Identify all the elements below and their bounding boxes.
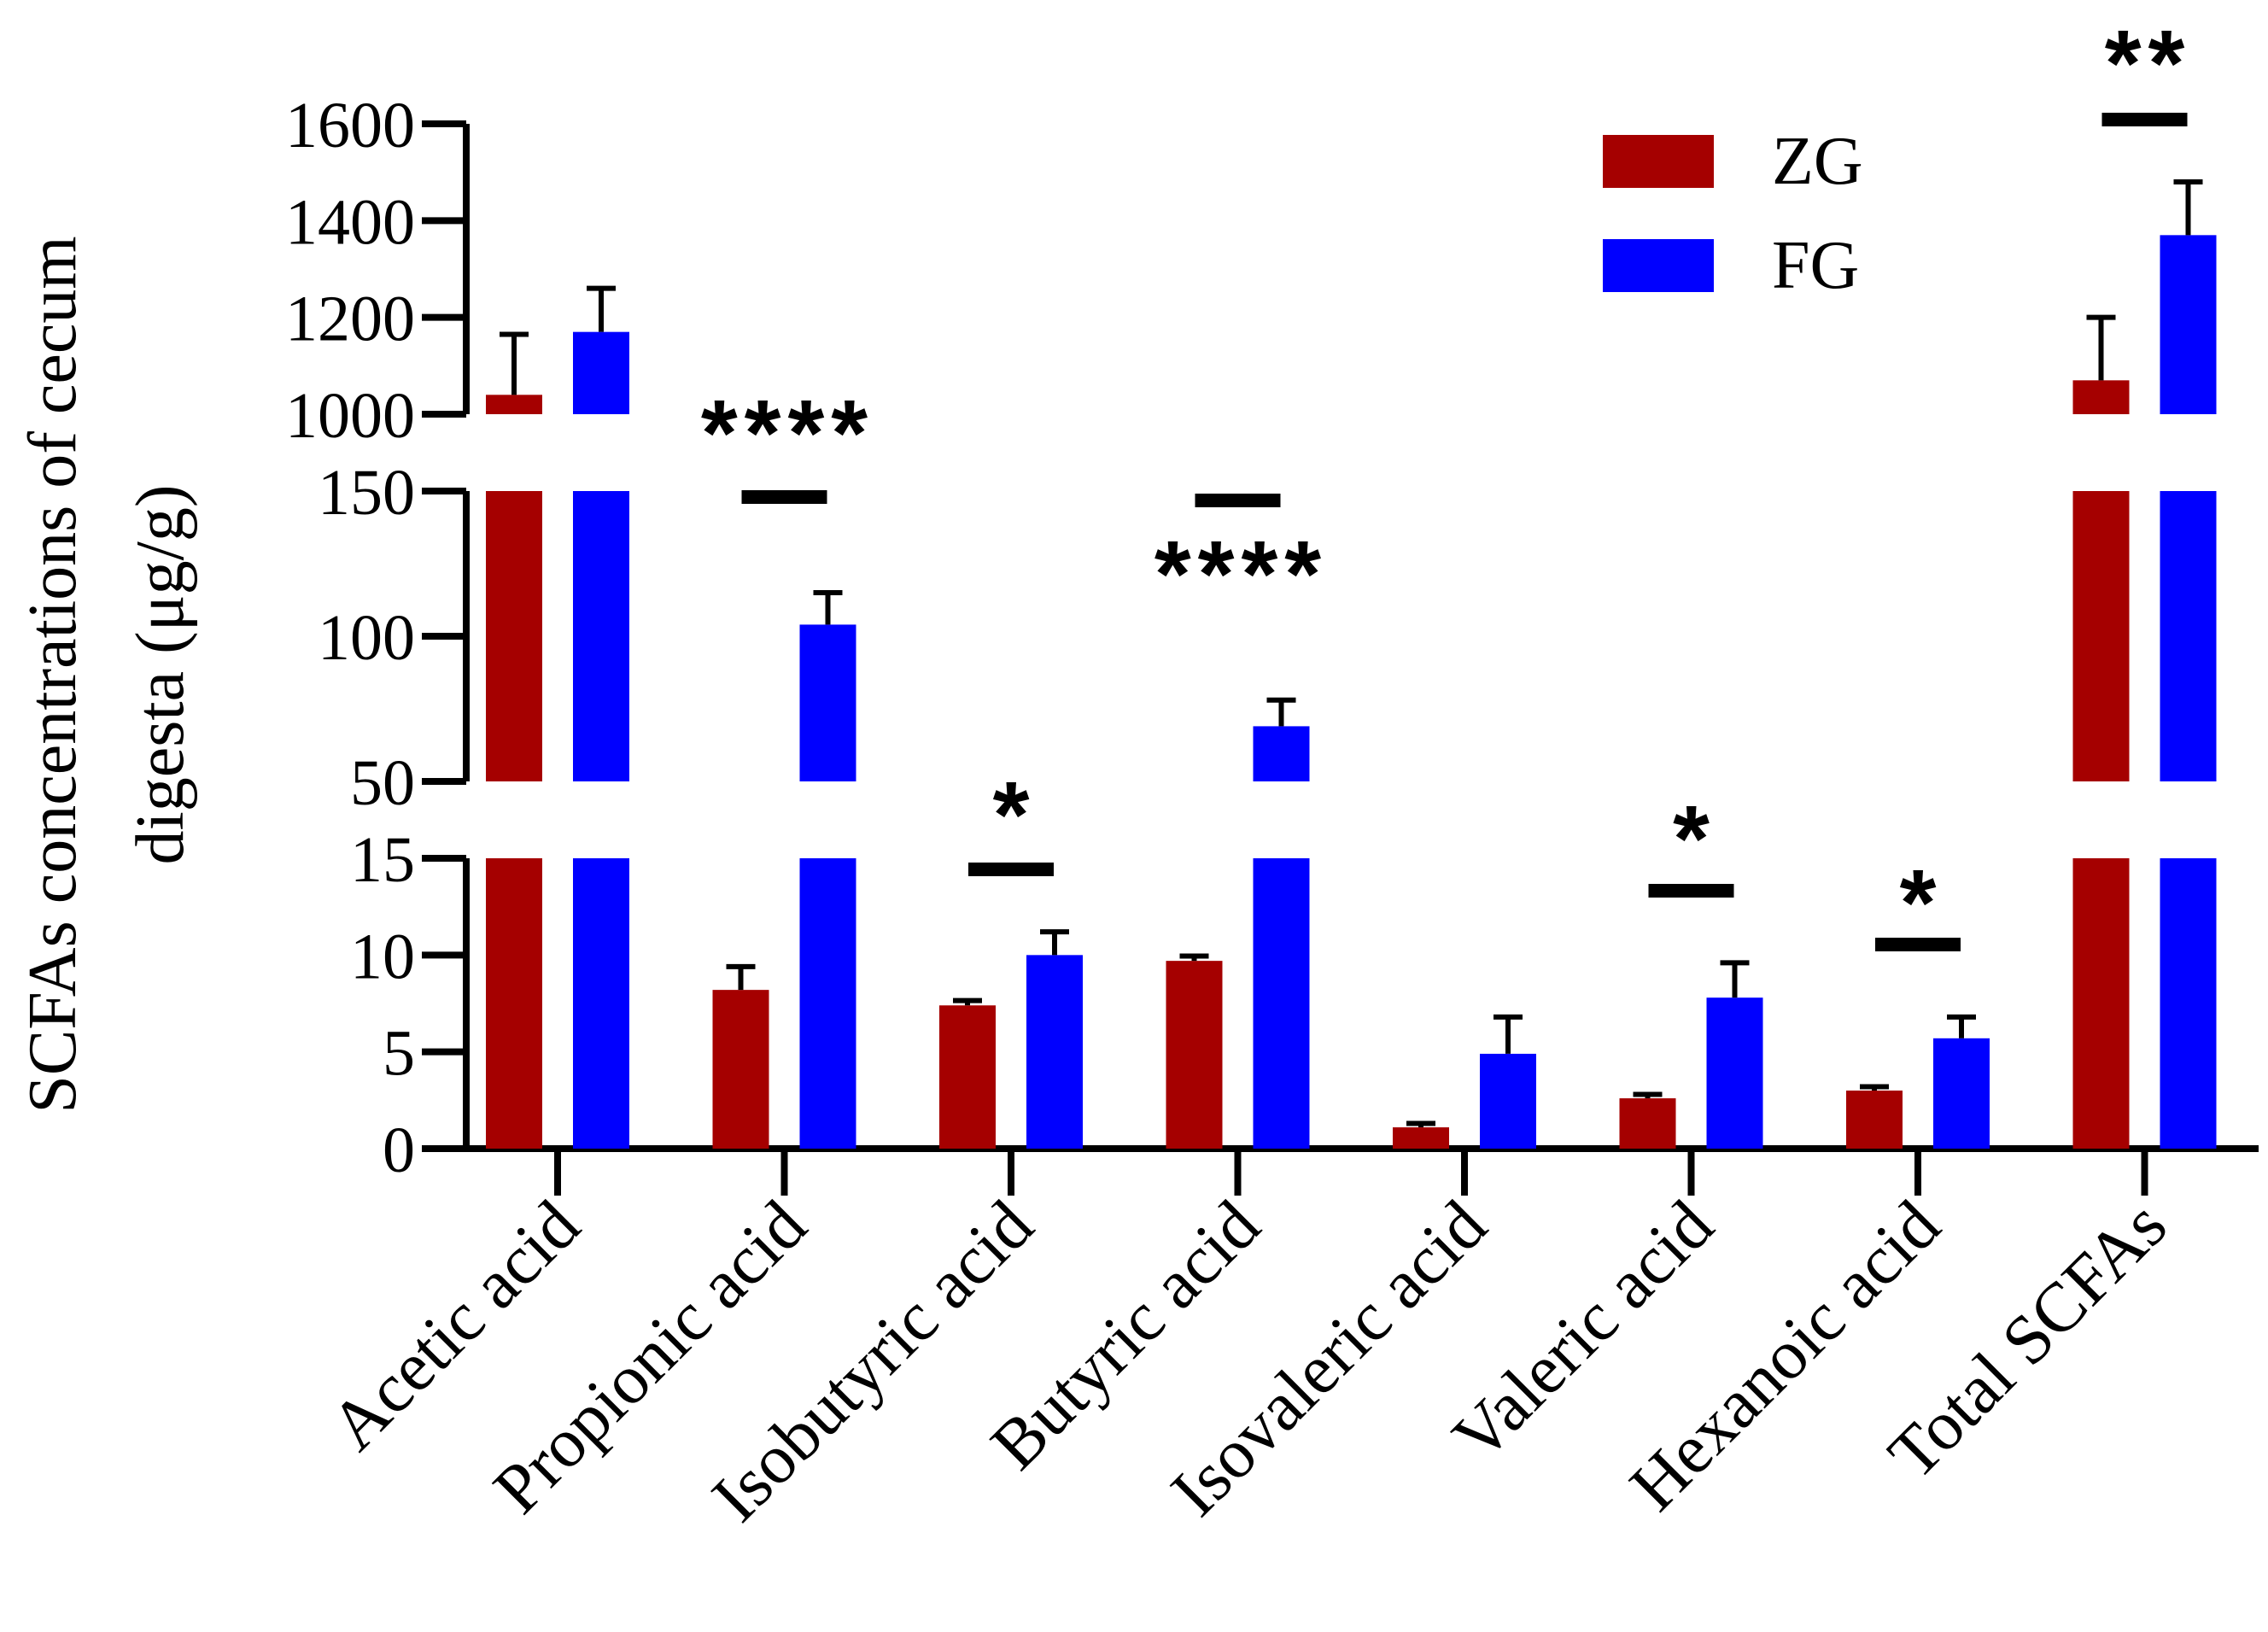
zg-bar-top-segment bbox=[2072, 380, 2130, 414]
y-tick-label: 5 bbox=[383, 1018, 415, 1090]
zg-bar bbox=[712, 990, 769, 1149]
y-axis-title-line: digesta (μg/g) bbox=[123, 485, 198, 865]
zg-bar bbox=[939, 1005, 996, 1149]
zg-bar bbox=[1166, 961, 1223, 1149]
legend-label-fg: FG bbox=[1772, 228, 1859, 303]
y-tick-label: 15 bbox=[350, 824, 415, 896]
y-tick-label: 1000 bbox=[285, 380, 415, 452]
fg-bar-mid-segment bbox=[2160, 491, 2217, 781]
bars bbox=[486, 179, 2217, 1149]
y-tick-label: 50 bbox=[350, 747, 415, 819]
legend-label-zg: ZG bbox=[1772, 124, 1863, 199]
fg-bar bbox=[1933, 1038, 1990, 1149]
y-tick-label: 100 bbox=[318, 602, 415, 674]
y-tick-label: 1400 bbox=[285, 186, 415, 258]
fg-bar-mid-segment bbox=[573, 491, 629, 781]
significance-label: * bbox=[1900, 851, 1944, 956]
fg-bar bbox=[799, 858, 856, 1149]
fg-bar bbox=[573, 858, 629, 1149]
legend-swatch-fg bbox=[1603, 239, 1714, 292]
y-tick-label: 1200 bbox=[285, 284, 415, 355]
significance-label: * bbox=[1673, 787, 1716, 892]
y-tick-label: 10 bbox=[350, 921, 415, 992]
y-tick-label: 150 bbox=[318, 457, 415, 529]
zg-bar bbox=[2072, 858, 2130, 1149]
zg-bar bbox=[1393, 1127, 1449, 1149]
zg-bar bbox=[486, 858, 542, 1149]
legend-swatch-zg bbox=[1603, 135, 1714, 188]
significance-label: **** bbox=[1154, 522, 1328, 627]
legend: ZG FG bbox=[1603, 124, 1863, 303]
y-tick-label: 1600 bbox=[285, 90, 415, 161]
fg-bar-mid-segment bbox=[799, 624, 856, 781]
significance-marks: ************* bbox=[701, 11, 2192, 956]
fg-bar-top-segment bbox=[573, 331, 629, 414]
y-tick-label: 0 bbox=[383, 1114, 415, 1186]
y-axis-title: SCFAs concentrations of cecum digesta (μg… bbox=[15, 236, 198, 1113]
fg-bar bbox=[1480, 1053, 1536, 1149]
significance-label: * bbox=[993, 763, 1037, 868]
zg-bar bbox=[1619, 1098, 1676, 1149]
fg-bar bbox=[2160, 858, 2217, 1149]
fg-bar bbox=[1706, 997, 1763, 1149]
fg-bar bbox=[1026, 955, 1083, 1149]
fg-bar bbox=[1253, 858, 1310, 1149]
zg-bar-mid-segment bbox=[486, 491, 542, 781]
fg-bar-top-segment bbox=[2160, 235, 2217, 414]
zg-bar-mid-segment bbox=[2072, 491, 2130, 781]
significance-label: ** bbox=[2105, 11, 2192, 116]
zg-bar bbox=[1846, 1091, 1903, 1149]
y-axis-title-line: SCFAs concentrations of cecum bbox=[15, 236, 91, 1113]
fg-bar-mid-segment bbox=[1253, 726, 1310, 781]
zg-bar-top-segment bbox=[486, 395, 542, 414]
significance-label: **** bbox=[701, 381, 874, 486]
